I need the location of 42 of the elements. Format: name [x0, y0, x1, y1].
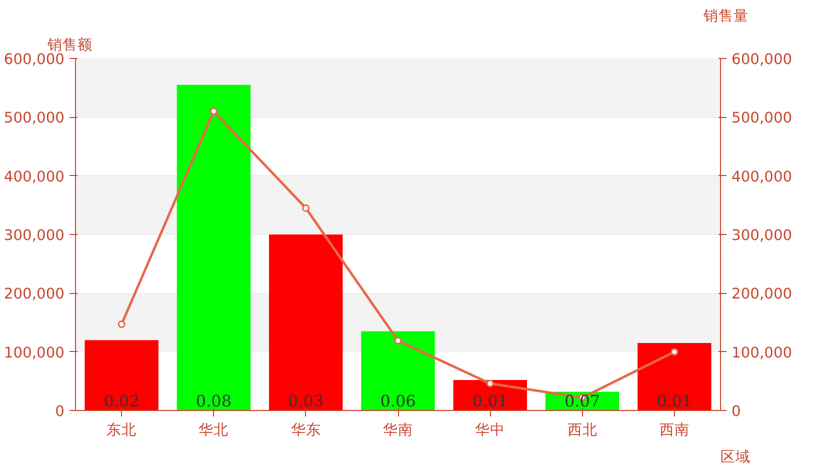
point [302, 204, 310, 212]
x-tick-label: 西北 [567, 422, 598, 438]
point [118, 320, 126, 328]
y-tick-label: 0 [55, 403, 65, 420]
point [394, 336, 402, 344]
annotation: 0.01 [656, 392, 692, 410]
x-axis-title: 区域 [720, 448, 750, 466]
bar [84, 340, 158, 410]
annotation: 0.02 [104, 392, 140, 410]
point [210, 108, 218, 116]
annotation: 0.08 [196, 392, 232, 410]
annotation: 0.07 [564, 392, 600, 410]
point [670, 348, 678, 356]
y2-tick-label: 100,000 [732, 344, 792, 362]
annotation: 0.06 [380, 392, 416, 410]
y-tick-label: 100,000 [4, 344, 64, 362]
y2-tick-label: 600,000 [732, 51, 792, 68]
annotation: 0.01 [472, 392, 508, 410]
y2-tick-label: 400,000 [732, 168, 792, 186]
x-tick-label: 东北 [106, 422, 137, 438]
x-tick-label: 华东 [290, 422, 321, 438]
bar [269, 234, 343, 410]
y-tick-label: 600,000 [4, 51, 64, 68]
y2-tick-label: 200,000 [732, 286, 792, 303]
x-tick-label: 华南 [383, 422, 413, 438]
bar [638, 343, 712, 410]
y2-tick-label: 300,000 [732, 227, 792, 244]
annotation: 0.03 [288, 392, 324, 410]
y2-axis-title: 销售量 [702, 8, 748, 24]
bar [176, 84, 251, 410]
y-tick-label: 400,000 [4, 168, 64, 186]
x-tick-label: 华中 [475, 422, 506, 438]
x-tick-label: 西南 [659, 422, 690, 438]
y-tick-label: 200,000 [4, 286, 64, 303]
y2-tick-label: 0 [732, 403, 741, 420]
point [486, 380, 494, 388]
y-tick-label: 300,000 [4, 227, 64, 244]
y-tick-label: 500,000 [4, 110, 64, 127]
bar [361, 331, 435, 410]
y2-tick-label: 500,000 [732, 110, 792, 127]
x-tick-label: 华北 [198, 422, 229, 438]
y-axis-title: 销售额 [46, 36, 92, 54]
